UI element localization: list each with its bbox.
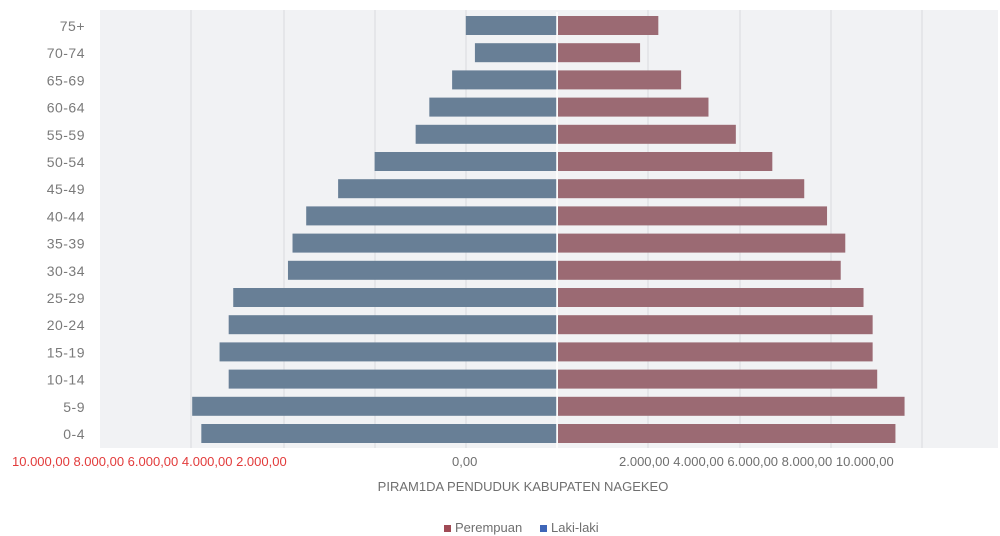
- category-label: 0-4: [63, 426, 85, 442]
- bar-female-40-44: [558, 206, 828, 226]
- legend-label: Laki-laki: [551, 520, 599, 535]
- category-label: 10-14: [47, 372, 85, 388]
- category-label: 70-74: [47, 45, 85, 61]
- bar-male-10-14: [228, 369, 557, 389]
- bar-female-20-24: [558, 315, 873, 335]
- bar-male-50-54: [374, 152, 557, 171]
- x-axis-ticks: 10.000,00 8.000,00 6.000,00 4.000,00 2.0…: [12, 454, 894, 469]
- category-label: 35-39: [47, 236, 85, 252]
- bar-female-70-74: [558, 43, 641, 63]
- x-tick-label-zero: 0,00: [452, 454, 477, 469]
- category-label: 50-54: [47, 154, 85, 170]
- bar-female-60-64: [558, 97, 709, 117]
- bars-layer: [192, 12, 905, 448]
- bar-male-75+: [465, 16, 557, 35]
- bar-female-10-14: [558, 369, 878, 389]
- bar-female-5-9: [558, 396, 905, 416]
- category-label: 20-24: [47, 317, 85, 333]
- bar-female-25-29: [558, 288, 864, 307]
- bar-male-70-74: [474, 43, 557, 63]
- legend-swatch: [444, 525, 451, 532]
- bar-male-65-69: [452, 70, 557, 90]
- x-axis-title: PIRAM1DA PENDUDUK KABUPATEN NAGEKEO: [378, 479, 669, 494]
- category-label: 45-49: [47, 181, 85, 197]
- category-label: 55-59: [47, 127, 85, 143]
- bar-female-45-49: [558, 179, 805, 199]
- bar-female-75+: [558, 16, 659, 35]
- category-label: 25-29: [47, 290, 85, 306]
- legend: Perempuan Laki-laki: [444, 520, 599, 535]
- bar-male-25-29: [233, 288, 558, 307]
- legend-swatch: [540, 525, 547, 532]
- category-label: 15-19: [47, 344, 85, 360]
- bar-female-55-59: [558, 124, 736, 144]
- bar-female-35-39: [558, 233, 846, 253]
- bar-female-50-54: [558, 152, 773, 171]
- category-label: 65-69: [47, 72, 85, 88]
- bar-female-65-69: [558, 70, 682, 90]
- category-label: 30-34: [47, 263, 85, 279]
- bar-male-20-24: [228, 315, 557, 335]
- category-label: 40-44: [47, 208, 85, 224]
- bar-male-35-39: [292, 233, 557, 253]
- category-labels: 75+ 70-74 65-69 60-64 55-59 50-54 45-49 40-44 35…: [47, 18, 85, 442]
- x-tick-labels-left: 10.000,00 8.000,00 6.000,00 4.000,00 2.0…: [12, 454, 287, 469]
- bar-male-30-34: [287, 260, 557, 280]
- bar-female-0-4: [558, 424, 896, 443]
- bar-male-15-19: [219, 342, 557, 362]
- category-label: 75+: [60, 18, 85, 34]
- category-label: 5-9: [63, 399, 85, 415]
- legend-label: Perempuan: [455, 520, 522, 535]
- bar-male-55-59: [415, 124, 557, 144]
- bar-male-0-4: [201, 424, 557, 443]
- bar-female-30-34: [558, 260, 841, 280]
- bar-male-5-9: [192, 396, 557, 416]
- category-label: 60-64: [47, 100, 85, 116]
- bar-male-45-49: [338, 179, 557, 199]
- bar-male-60-64: [429, 97, 557, 117]
- x-tick-labels-right: 2.000,00 4.000,00 6.000,00 8.000,00 10.0…: [619, 454, 894, 469]
- bar-female-15-19: [558, 342, 873, 362]
- bar-male-40-44: [306, 206, 557, 226]
